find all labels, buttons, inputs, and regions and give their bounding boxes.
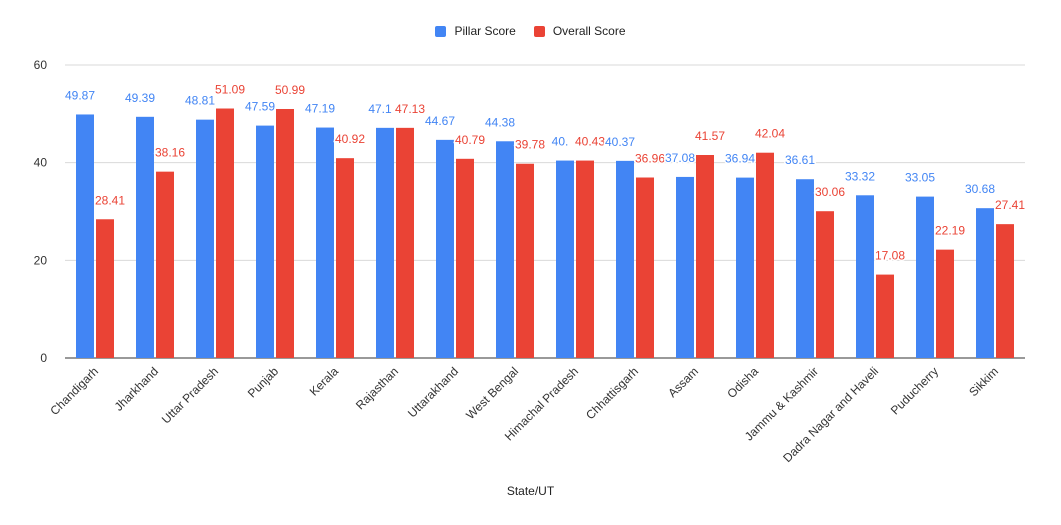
data-label-pillar-score: 30.68 xyxy=(965,182,995,196)
bar-pillar-score xyxy=(916,196,934,358)
data-label-pillar-score: 47.1 xyxy=(368,102,392,116)
data-label-overall-score: 28.41 xyxy=(95,193,125,207)
legend-swatch-pillar-score xyxy=(435,25,447,37)
bar-pillar-score xyxy=(436,139,454,358)
bar-overall-score xyxy=(456,158,474,358)
bar-pillar-score xyxy=(256,125,274,358)
bar-pillar-score xyxy=(76,114,94,358)
data-label-pillar-score: 49.39 xyxy=(125,91,155,105)
data-label-pillar-score: 33.32 xyxy=(845,169,875,183)
data-label-pillar-score: 40. xyxy=(552,135,569,149)
x-tick-label: Assam xyxy=(665,364,701,400)
data-label-overall-score: 42.04 xyxy=(755,127,785,141)
bar-overall-score xyxy=(156,171,174,358)
bar-pillar-score xyxy=(736,177,754,358)
data-label-overall-score: 38.16 xyxy=(155,146,185,160)
bar-overall-score xyxy=(396,127,414,358)
chart-legend: Pillar Score Overall Score xyxy=(0,24,1061,38)
data-label-overall-score: 47.13 xyxy=(395,102,425,116)
data-label-overall-score: 27.41 xyxy=(995,198,1025,212)
data-label-overall-score: 36.96 xyxy=(635,152,665,166)
legend-label-pillar-score: Pillar Score xyxy=(454,24,516,38)
data-label-overall-score: 50.99 xyxy=(275,83,305,97)
bar-pillar-score xyxy=(136,116,154,358)
bar-pillar-score xyxy=(796,179,814,358)
bar-pillar-score xyxy=(556,160,574,358)
bar-overall-score xyxy=(576,160,594,358)
legend-label-overall-score: Overall Score xyxy=(552,24,626,38)
data-label-overall-score: 40.92 xyxy=(335,132,365,146)
bar-pillar-score xyxy=(856,195,874,358)
legend-swatch-overall-score xyxy=(533,25,545,37)
data-label-pillar-score: 44.67 xyxy=(425,114,455,128)
data-label-overall-score: 40.79 xyxy=(455,133,485,147)
data-label-overall-score: 40.43 xyxy=(575,135,605,149)
data-label-overall-score: 39.78 xyxy=(515,138,545,152)
bar-pillar-score xyxy=(316,127,334,358)
bar-overall-score xyxy=(696,154,714,358)
data-label-pillar-score: 47.59 xyxy=(245,100,275,114)
bar-overall-score xyxy=(216,108,234,358)
y-tick-label: 40 xyxy=(34,156,48,170)
x-axis-title: State/UT xyxy=(506,484,555,498)
x-tick-label: West Bengal xyxy=(463,364,521,422)
y-tick-label: 60 xyxy=(34,58,48,72)
data-label-overall-score: 17.08 xyxy=(875,249,905,263)
bar-overall-score xyxy=(756,152,774,358)
y-tick-label: 20 xyxy=(34,253,48,267)
data-label-pillar-score: 36.94 xyxy=(725,152,755,166)
data-label-pillar-score: 49.87 xyxy=(65,88,95,102)
data-label-pillar-score: 44.38 xyxy=(485,115,515,129)
x-tick-label: Rajasthan xyxy=(353,364,401,412)
bar-overall-score xyxy=(516,163,534,358)
x-tick-label: Kerala xyxy=(307,364,342,399)
bar-pillar-score xyxy=(616,160,634,358)
bar-pillar-score xyxy=(376,127,394,358)
data-label-overall-score: 30.06 xyxy=(815,185,845,199)
x-tick-label: Jharkhand xyxy=(112,364,162,414)
data-label-pillar-score: 48.81 xyxy=(185,94,215,108)
bar-overall-score xyxy=(336,158,354,358)
bar-pillar-score xyxy=(496,141,514,358)
data-label-pillar-score: 33.05 xyxy=(905,171,935,185)
data-label-pillar-score: 40.37 xyxy=(605,135,635,149)
data-label-pillar-score: 47.19 xyxy=(305,102,335,116)
x-tick-label: Odisha xyxy=(724,364,761,401)
bar-overall-score xyxy=(636,177,654,358)
legend-item-pillar-score[interactable]: Pillar Score xyxy=(435,24,516,38)
x-tick-label: Chandigarh xyxy=(47,364,101,418)
bar-overall-score xyxy=(996,224,1014,358)
x-tick-label: Puducherry xyxy=(888,364,941,417)
bar-overall-score xyxy=(816,211,834,358)
data-label-overall-score: 22.19 xyxy=(935,224,965,238)
x-tick-label: Uttar Pradesh xyxy=(159,364,221,426)
legend-item-overall-score[interactable]: Overall Score xyxy=(533,24,626,38)
bar-overall-score xyxy=(936,249,954,358)
bar-pillar-score xyxy=(196,119,214,358)
bar-pillar-score xyxy=(676,176,694,358)
bar-overall-score xyxy=(876,274,894,358)
x-tick-label: Chhattisgarh xyxy=(583,364,641,422)
bar-overall-score xyxy=(276,108,294,358)
x-tick-label: Sikkim xyxy=(966,364,1001,399)
data-label-pillar-score: 37.08 xyxy=(665,151,695,165)
data-label-overall-score: 51.09 xyxy=(215,83,245,97)
x-tick-label: Punjab xyxy=(245,364,282,401)
data-label-overall-score: 41.57 xyxy=(695,129,725,143)
data-label-pillar-score: 36.61 xyxy=(785,153,815,167)
x-tick-label: Uttarakhand xyxy=(405,364,461,420)
y-tick-label: 0 xyxy=(40,351,47,365)
bar-overall-score xyxy=(96,219,114,358)
bar-pillar-score xyxy=(976,208,994,358)
